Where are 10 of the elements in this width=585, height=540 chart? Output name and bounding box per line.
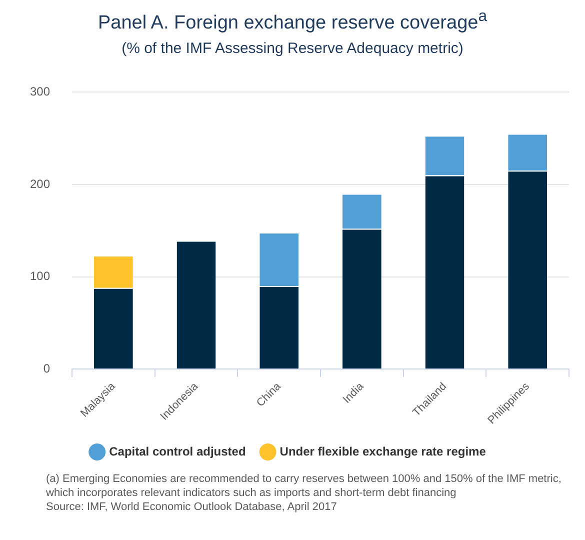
legend-label: Capital control adjusted xyxy=(109,444,246,459)
y-tick-label: 200 xyxy=(30,177,50,192)
text: (a) Emerging Economies are recommended to carry reserves between 100% and 150% of the IMF metric, which incorporates relevant indicators such as imports and short-term debt financing xyxy=(46,472,562,500)
source-note: Source: IMF, World Economic Outlook Database, April 2017 xyxy=(46,500,338,514)
y-tick-label: 100 xyxy=(30,269,50,284)
chart-subtitle: (% of the IMF Assessing Reserve Adequacy metric) xyxy=(120,40,464,58)
y-tick-label: 300 xyxy=(30,84,50,99)
chart-title: Panel A. Foreign exchange reserve coverage$^{a}$ xyxy=(96,8,488,34)
legend-label: Under flexible exchange rate regime xyxy=(280,444,486,459)
y-tick-label: 0 xyxy=(43,362,50,376)
